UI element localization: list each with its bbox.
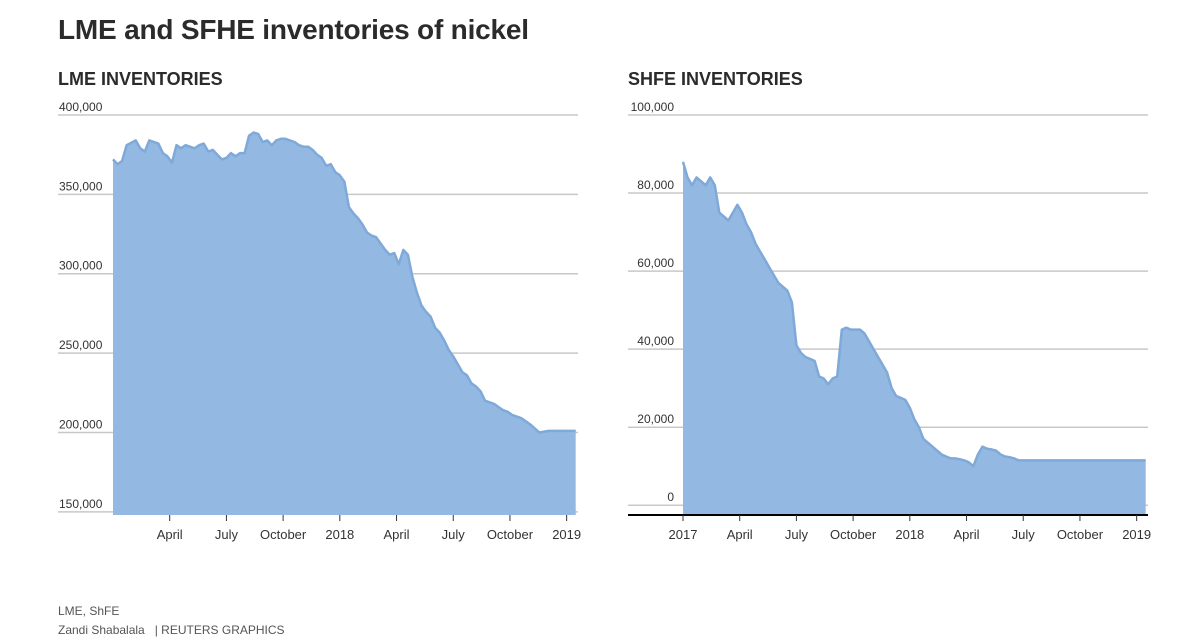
lme-ytick-label: 200,000: [59, 417, 103, 431]
lme-xtick-label: July: [442, 527, 466, 542]
shfe-ytick-label: 60,000: [637, 256, 674, 270]
shfe-xtick-label: April: [954, 527, 980, 542]
lme-xtick-label: April: [157, 527, 183, 542]
lme-ytick-label: 350,000: [59, 179, 103, 193]
lme-xtick-label: 2019: [552, 527, 581, 542]
lme-xtick-label: October: [487, 527, 534, 542]
lme-area: [113, 132, 576, 515]
shfe-series-line: [681, 161, 1146, 468]
shfe-xtick-label: 2019: [1122, 527, 1151, 542]
page-title: LME and SFHE inventories of nickel: [58, 14, 529, 45]
agency-credit: | REUTERS GRAPHICS: [154, 623, 285, 637]
shfe-xtick-label: October: [1057, 527, 1104, 542]
lme-xtick-label: April: [384, 527, 410, 542]
lme-ytick-label: 150,000: [59, 497, 103, 511]
author-name: Zandi Shabalala: [58, 623, 145, 637]
shfe-area: [683, 161, 1146, 516]
source-note: LME, ShFE: [58, 604, 120, 618]
shfe-ytick-label: 0: [667, 490, 674, 504]
lme-xtick-label: October: [260, 527, 307, 542]
shfe-xtick-label: October: [830, 527, 877, 542]
shfe-ytick-label: 40,000: [637, 334, 674, 348]
lme-xtick-label: 2018: [325, 527, 354, 542]
lme-ytick-label: 300,000: [59, 259, 103, 273]
shfe-ytick-label: 80,000: [637, 178, 674, 192]
credit-line: Zandi Shabalala | REUTERS GRAPHICS: [58, 623, 285, 637]
shfe-xtick-label: 2017: [669, 527, 698, 542]
lme-ytick-label: 250,000: [59, 338, 103, 352]
shfe-xtick-label: 2018: [895, 527, 924, 542]
lme-xtick-label: July: [215, 527, 239, 542]
shfe-xtick-label: July: [785, 527, 809, 542]
lme-ytick-label: 400,000: [59, 100, 103, 114]
shfe-chart-title: SHFE INVENTORIES: [628, 69, 803, 89]
shfe-xtick-label: July: [1012, 527, 1036, 542]
shfe-xtick-label: April: [727, 527, 753, 542]
shfe-ytick-label: 100,000: [631, 100, 675, 114]
lme-chart-title: LME INVENTORIES: [58, 69, 223, 89]
lme-series-line: [112, 131, 576, 434]
shfe-ytick-label: 20,000: [637, 412, 674, 426]
